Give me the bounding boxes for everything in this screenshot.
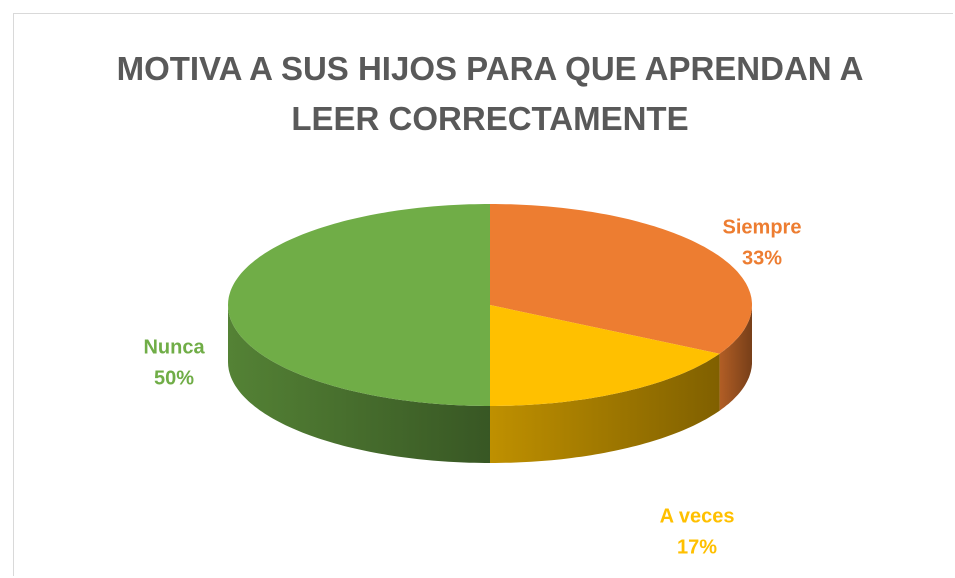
data-label-name: Siempre [723, 216, 802, 238]
slice-side [490, 353, 720, 463]
slice-side [228, 305, 490, 463]
slice-side [719, 305, 752, 411]
slice [490, 305, 720, 406]
data-label-value: 17% [677, 536, 717, 558]
slice [228, 204, 490, 406]
data-label-value: 50% [154, 367, 194, 389]
data-label-name: A veces [660, 505, 735, 527]
data-label-value: 33% [742, 247, 782, 269]
chart-frame [13, 13, 953, 576]
slice [490, 204, 752, 354]
chart-title: MOTIVA A SUS HIJOS PARA QUE APRENDAN A L… [116, 50, 864, 137]
data-label-name: Nunca [143, 336, 205, 358]
